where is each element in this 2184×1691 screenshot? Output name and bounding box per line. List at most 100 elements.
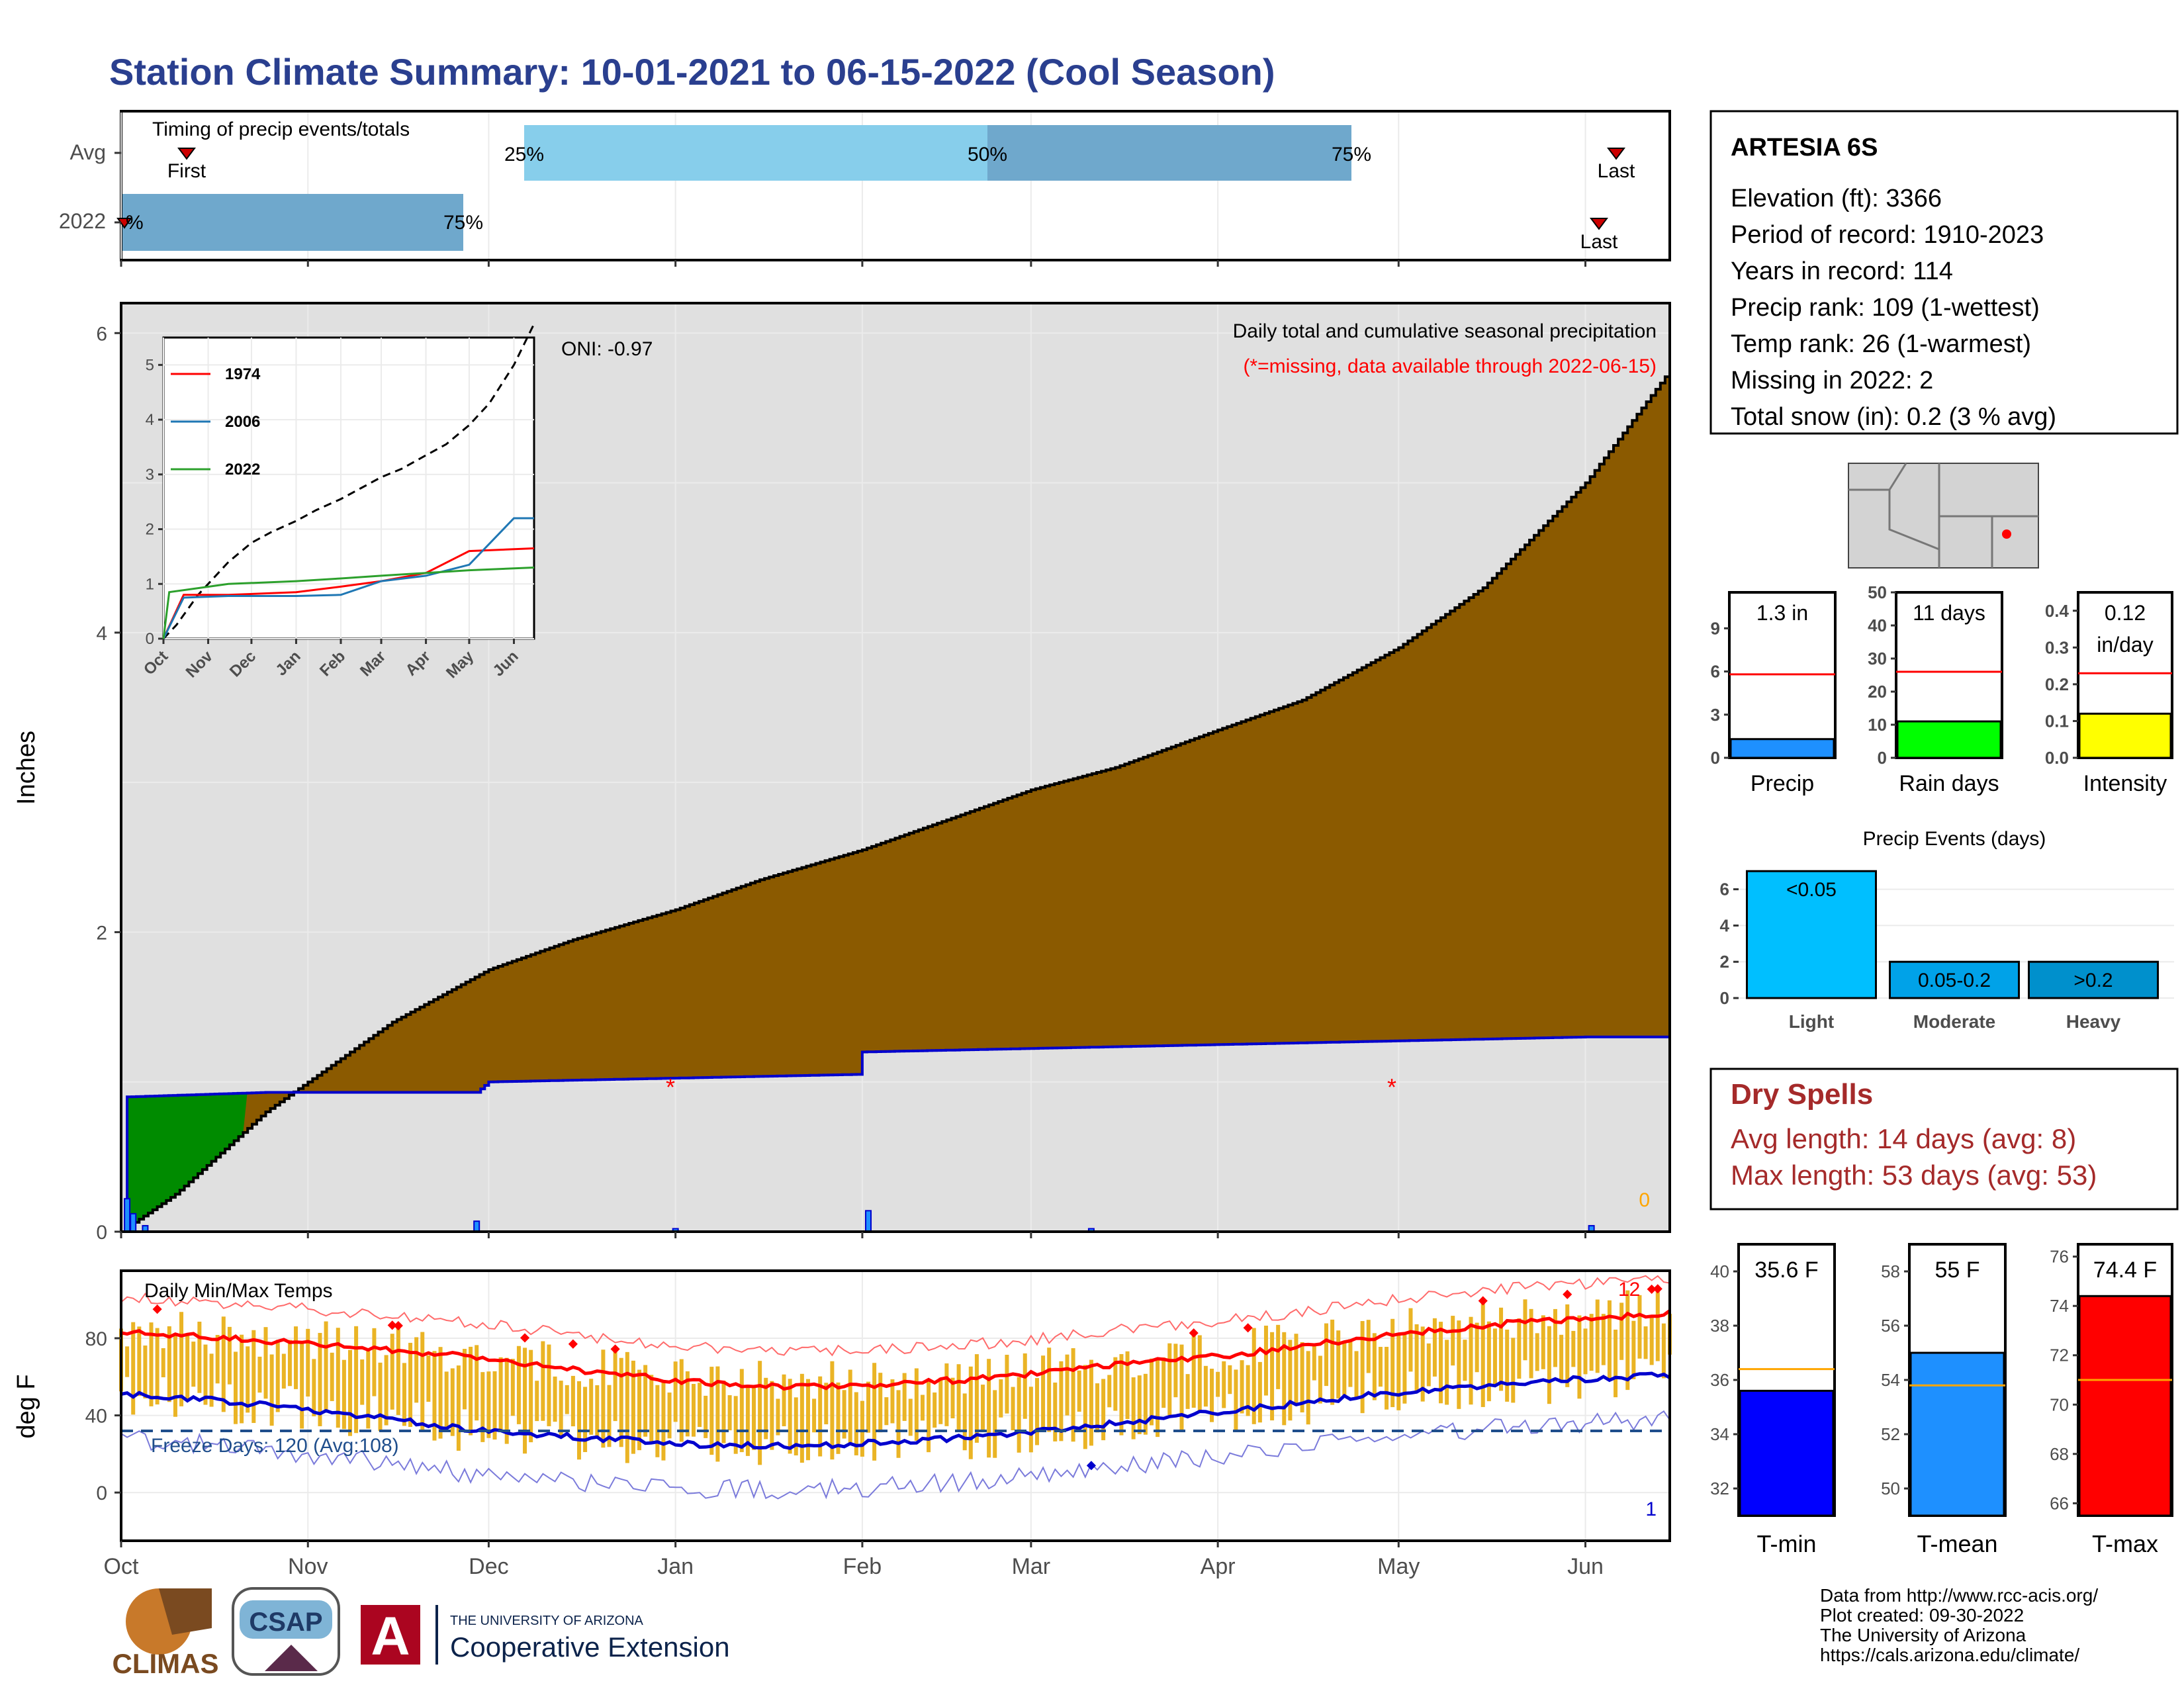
daily-temp-bar <box>1167 1343 1172 1416</box>
daily-temp-bar <box>799 1373 804 1463</box>
daily-temp-bar <box>324 1321 328 1411</box>
daily-temp-bar <box>1378 1347 1383 1387</box>
daily-temp-bar <box>824 1383 829 1425</box>
daily-temp-bar <box>263 1327 268 1399</box>
logos: CLIMAS CSAP A THE UNIVERSITY OF ARIZONA … <box>113 1587 730 1679</box>
inset-series-2022 <box>162 567 535 639</box>
temp-y-tick-label: 0 <box>96 1483 107 1504</box>
daily-temp-bar <box>739 1369 744 1453</box>
daily-temp-bar <box>492 1371 497 1440</box>
timing-row-avg: Avg <box>69 140 106 164</box>
daily-temp-bar <box>691 1384 696 1437</box>
daily-temp-bar <box>1372 1333 1377 1400</box>
dry-max: Max length: 53 days (avg: 53) <box>1731 1160 2097 1191</box>
daily-temp-bar <box>1234 1369 1238 1432</box>
climas-logo: CLIMAS <box>113 1588 219 1679</box>
daily-temp-bar <box>570 1375 575 1427</box>
daily-temp-bar <box>625 1351 629 1463</box>
avg-last-label: Last <box>1598 160 1635 182</box>
daily-temp-bar <box>944 1363 949 1426</box>
station-info-line: Total snow (in): 0.2 (3 % avg) <box>1731 403 2056 431</box>
daily-temp-bar <box>372 1328 377 1396</box>
daily-temp-bar <box>1071 1348 1075 1442</box>
inset-series-2006 <box>162 517 534 639</box>
daily-temp-bar <box>956 1364 961 1432</box>
record-high-point <box>520 1333 530 1343</box>
daily-temp-bar <box>185 1334 190 1402</box>
daily-temp-bar <box>1041 1355 1046 1428</box>
tmin-avg-line <box>120 1371 1671 1450</box>
daily-temp-bar <box>733 1396 738 1454</box>
zero-missing-label: 0 <box>1639 1189 1650 1211</box>
daily-temp-bar <box>1059 1361 1064 1441</box>
daily-temp-bar <box>1342 1342 1347 1398</box>
daily-temp-bar <box>155 1328 159 1405</box>
daily-temp-bar <box>890 1379 895 1424</box>
inset-y-tick-label: 5 <box>146 356 154 374</box>
daily-temp-bar <box>745 1385 750 1456</box>
daily-temp-bar <box>1336 1330 1341 1398</box>
missing-marker-1: * <box>666 1074 675 1101</box>
daily-temp-bar <box>227 1326 232 1385</box>
tmax-record-line <box>120 1275 1670 1357</box>
daily-temp-bar <box>221 1316 226 1412</box>
daily-temp-bar <box>300 1342 304 1429</box>
precip-summary-bars: 0 3 6 9 1.3 in Precip 0 10 20 30 40 50 11 days Rain d… <box>1711 582 2173 796</box>
temp-bar-T-min <box>1739 1389 1835 1517</box>
avg-last-marker <box>1607 148 1625 160</box>
month-tick-label: Apr <box>1201 1554 1236 1579</box>
events-tick-label: 2 <box>1720 952 1729 972</box>
daily-temp-bar <box>1649 1315 1654 1365</box>
mini-tick-label: 30 <box>1868 649 1887 668</box>
temp-name-label: T-mean <box>1917 1530 1997 1557</box>
credit-line: Data from http://www.rcc-acis.org/ <box>1820 1585 2098 1606</box>
y-tick-label: 0 <box>96 1222 107 1244</box>
daily-temp-bar <box>1547 1326 1551 1404</box>
daily-temp-bar <box>679 1359 684 1442</box>
temp-panel: Daily Min/Max Temps Freeze Days: 120 (Av… <box>13 1269 1672 1579</box>
temp-tick-label: 52 <box>1881 1424 1900 1444</box>
avg-iqr-bar-50-75 <box>987 125 1351 181</box>
daily-temp-bar <box>842 1390 846 1439</box>
station-info-line: Missing in 2022: 2 <box>1731 367 1933 394</box>
daily-temp-bar <box>504 1357 509 1444</box>
daily-temp-bar <box>287 1340 292 1387</box>
daily-temp-bar <box>498 1357 503 1432</box>
daily-temp-bar <box>1499 1307 1504 1391</box>
event-category-label: Moderate <box>1913 1011 1995 1032</box>
daily-temp-bar <box>987 1359 991 1458</box>
daily-temp-bar <box>251 1330 256 1424</box>
tmax-avg-line <box>120 1309 1671 1391</box>
daily-temp-bar <box>860 1400 864 1457</box>
temp-tick-label: 58 <box>1881 1261 1900 1281</box>
daily-temp-bar <box>426 1355 431 1402</box>
daily-temp-bar <box>727 1395 732 1431</box>
temp-summary-bars: 32 34 36 38 40 35.6 F T-min 50 52 54 56 58 55 F T-mea… <box>1710 1243 2173 1557</box>
daily-temp-bar <box>1143 1373 1148 1435</box>
daily-temp-bar <box>1414 1324 1419 1392</box>
daily-temp-bar <box>715 1366 720 1462</box>
daily-temp-bar <box>1306 1351 1310 1425</box>
daily-temp-bar <box>878 1373 883 1433</box>
month-tick-label: Mar <box>1012 1554 1051 1579</box>
mini-name-label: Rain days <box>1899 771 1999 796</box>
mini-tick-label: 10 <box>1868 715 1887 735</box>
daily-temp-bar <box>336 1328 340 1428</box>
daily-temp-bar <box>1354 1351 1359 1398</box>
daily-temp-bar <box>884 1397 889 1426</box>
daily-temp-bar <box>1366 1320 1371 1373</box>
temp-y-tick-label: 80 <box>85 1328 107 1350</box>
temp-tick-label: 68 <box>2050 1444 2069 1464</box>
mini-tick-label: 40 <box>1868 616 1887 635</box>
inset-legend-label: 2006 <box>225 413 260 431</box>
daily-temp-bar <box>1047 1348 1052 1432</box>
count-high-label: 12 <box>1618 1279 1640 1301</box>
credit-line: The University of Arizona <box>1820 1625 2026 1645</box>
temp-tick-label: 36 <box>1710 1370 1729 1390</box>
daily-temp-bar <box>1083 1365 1087 1449</box>
record-high-point <box>1243 1323 1253 1333</box>
inset-series-1974 <box>162 547 535 639</box>
obs-cumulative-line <box>121 1035 1670 1233</box>
avg-p25-label: 25% <box>504 144 544 165</box>
page-title: Station Climate Summary: 10-01-2021 to 0… <box>109 51 1275 93</box>
